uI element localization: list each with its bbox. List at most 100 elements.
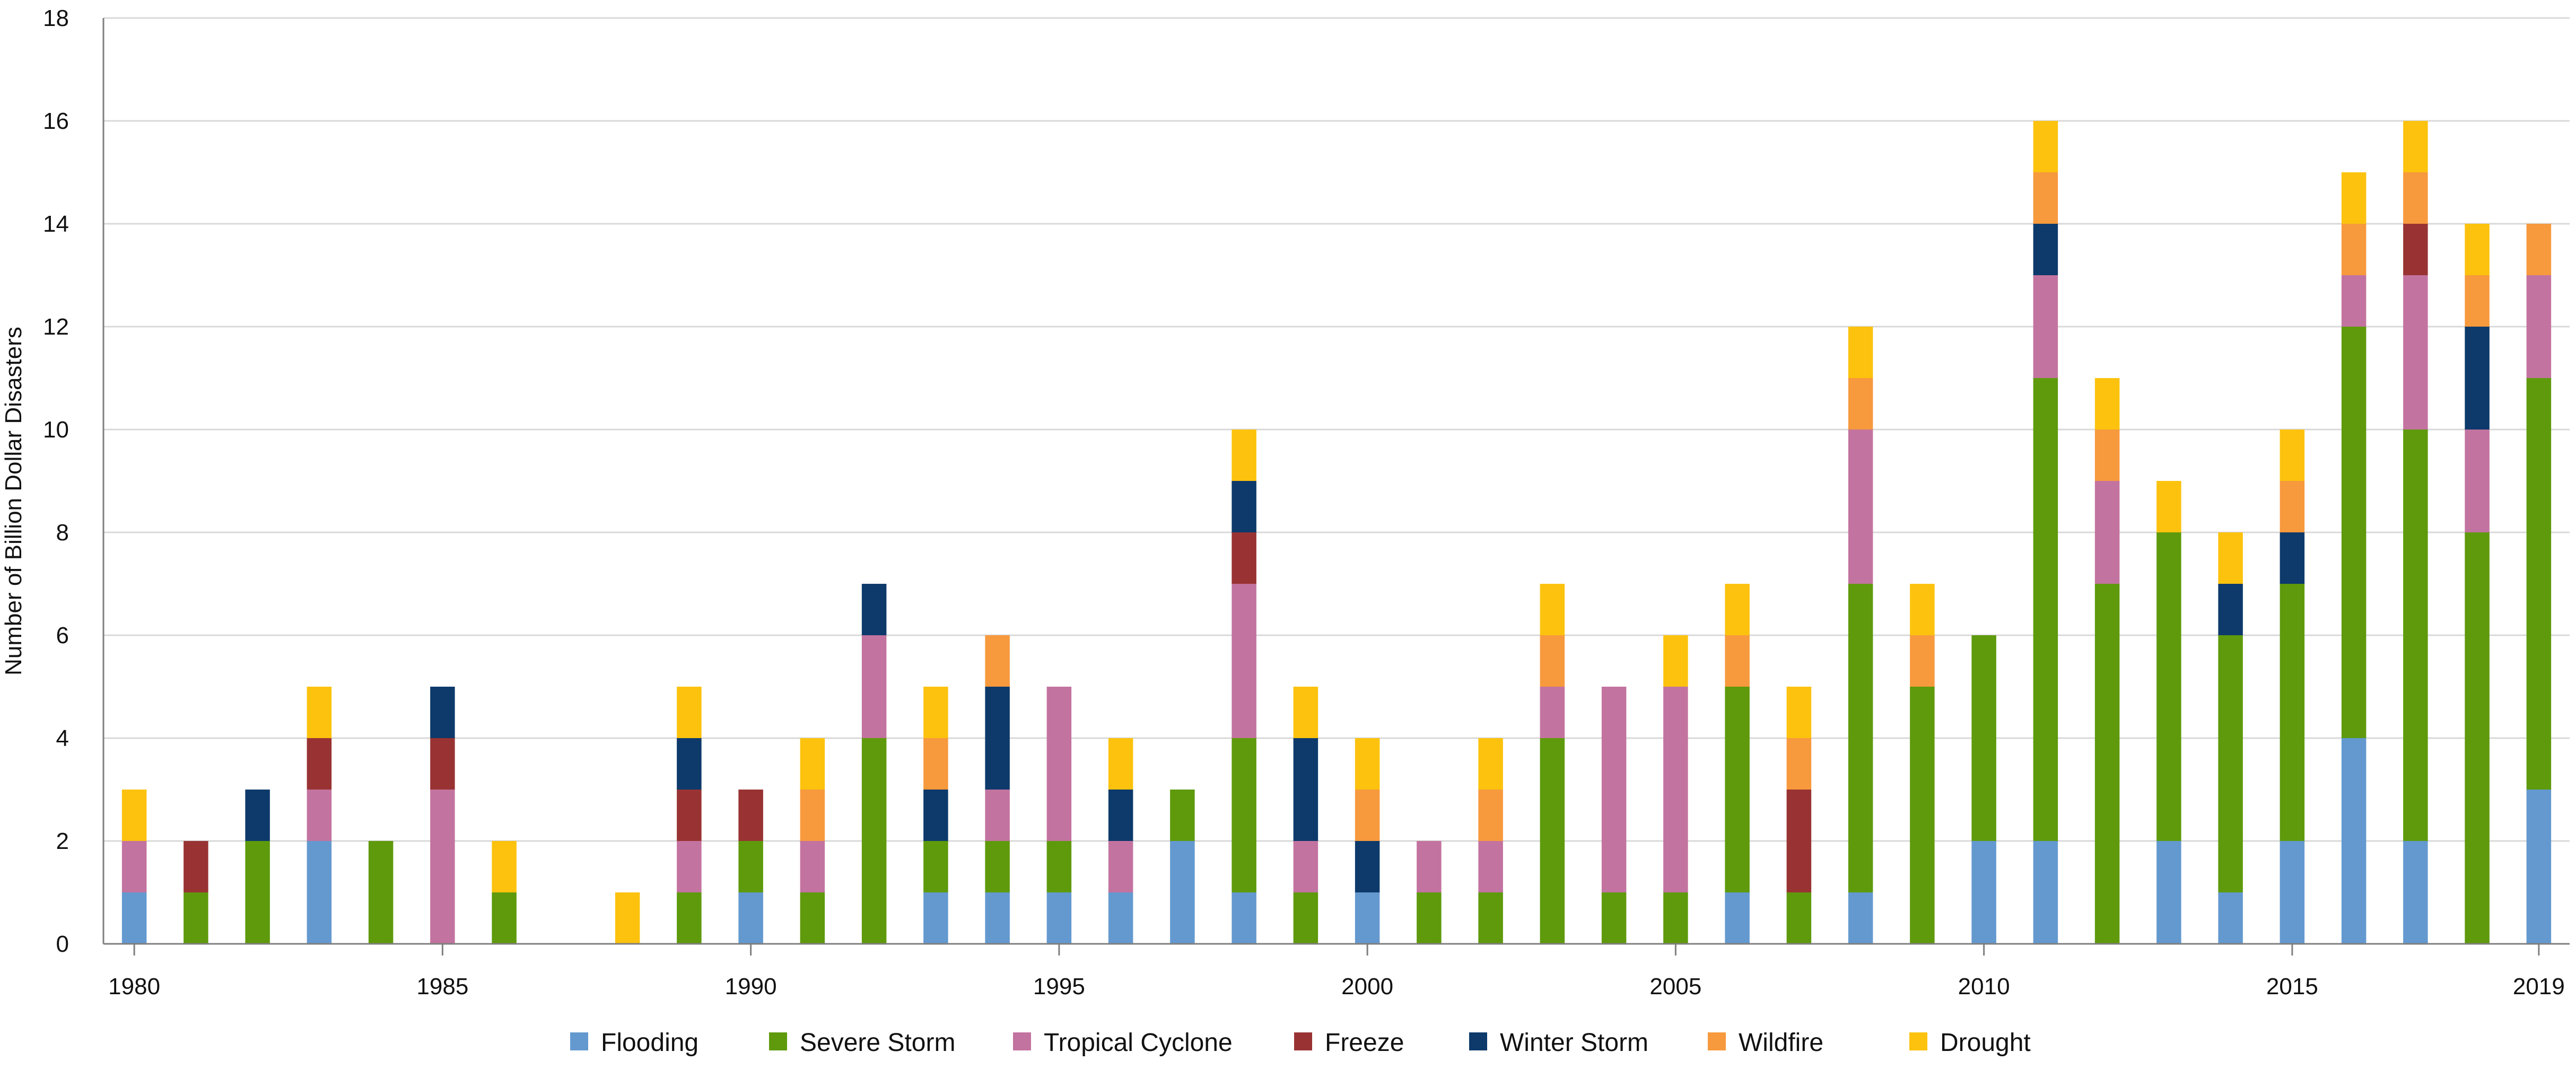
legend-swatch bbox=[1294, 1032, 1312, 1050]
legend-item-winter-storm: Winter Storm bbox=[1469, 1029, 1648, 1057]
bar-segment-drought bbox=[1663, 635, 1688, 687]
legend-item-tropical-cyclone: Tropical Cyclone bbox=[1013, 1029, 1233, 1057]
x-tick-label: 1985 bbox=[416, 974, 468, 1000]
bar-segment-severe-storm bbox=[245, 841, 270, 944]
bar-segment-drought bbox=[2094, 378, 2120, 430]
bar-segment-severe-storm bbox=[1232, 738, 1256, 892]
bar-segment-freeze bbox=[307, 738, 332, 790]
bar-segment-freeze bbox=[430, 738, 455, 790]
y-tick-label: 6 bbox=[56, 623, 69, 648]
bar-segment-wildfire bbox=[1355, 790, 1380, 841]
bar-segment-flooding bbox=[2218, 892, 2243, 944]
bar-segment-winter-storm bbox=[861, 584, 887, 635]
bar-segment-drought bbox=[1725, 584, 1750, 635]
bar-segment-winter-storm bbox=[2280, 532, 2305, 584]
bar-segment-wildfire bbox=[1540, 635, 1565, 687]
bar-segment-drought bbox=[2156, 481, 2181, 532]
bar-segment-severe-storm bbox=[985, 841, 1010, 892]
bar-segment-drought bbox=[2033, 121, 2058, 172]
bar-segment-severe-storm bbox=[1786, 892, 1812, 944]
legend: Flooding Severe Storm Tropical Cyclone Free… bbox=[570, 1029, 2031, 1057]
bar-segment-winter-storm bbox=[2218, 584, 2243, 635]
bars bbox=[121, 121, 2552, 944]
legend-swatch bbox=[1469, 1032, 1487, 1050]
bar-segment-flooding bbox=[121, 892, 147, 944]
bar-segment-tropical-cyclone bbox=[1540, 687, 1565, 738]
bar-segment-drought bbox=[2341, 172, 2367, 224]
bar-segment-tropical-cyclone bbox=[121, 841, 147, 892]
y-tick-label: 16 bbox=[43, 108, 69, 134]
bar-segment-wildfire bbox=[2526, 224, 2552, 275]
bar-segment-wildfire bbox=[2094, 430, 2120, 481]
bar-segment-freeze bbox=[677, 790, 702, 841]
legend-label: Severe Storm bbox=[800, 1029, 955, 1057]
bar-segment-severe-storm bbox=[2033, 378, 2058, 841]
y-tick-label: 8 bbox=[56, 520, 69, 546]
bar-segment-severe-storm bbox=[923, 841, 948, 892]
bar-segment-flooding bbox=[307, 841, 332, 944]
bar-segment-flooding bbox=[2033, 841, 2058, 944]
bar-segment-drought bbox=[2465, 224, 2490, 275]
bar-segment-severe-storm bbox=[368, 841, 394, 944]
bar-segment-flooding bbox=[1725, 892, 1750, 944]
bar-segment-severe-storm bbox=[2341, 327, 2367, 738]
x-tick-label: 2015 bbox=[2266, 974, 2318, 1000]
x-tick-label: 2019 bbox=[2513, 974, 2565, 1000]
bar-segment-freeze bbox=[738, 790, 763, 841]
bar-segment-wildfire bbox=[1786, 738, 1812, 790]
legend-item-wildfire: Wildfire bbox=[1708, 1029, 1823, 1057]
bar-segment-tropical-cyclone bbox=[1417, 841, 1442, 892]
bar-segment-severe-storm bbox=[800, 892, 825, 944]
x-tick-labels: 1980 1985 1990 1995 2000 2005 2010 2015 2019 bbox=[108, 974, 2565, 1000]
bar-segment-severe-storm bbox=[2465, 532, 2490, 944]
bar-segment-severe-storm bbox=[1601, 892, 1627, 944]
bar-segment-tropical-cyclone bbox=[677, 841, 702, 892]
bar-segment-severe-storm bbox=[1417, 892, 1442, 944]
bar-segment-drought bbox=[800, 738, 825, 790]
y-tick-label: 12 bbox=[43, 314, 69, 340]
bar-segment-drought bbox=[1478, 738, 1503, 790]
bar-segment-tropical-cyclone bbox=[430, 790, 455, 944]
bar-segment-winter-storm bbox=[1108, 790, 1133, 841]
legend-label: Wildfire bbox=[1739, 1029, 1823, 1057]
bar-segment-wildfire bbox=[2341, 224, 2367, 275]
bar-segment-drought bbox=[615, 892, 640, 944]
bar-segment-flooding bbox=[1170, 841, 1195, 944]
bar-segment-severe-storm bbox=[1971, 635, 1996, 841]
bar-segment-severe-storm bbox=[861, 738, 887, 944]
bar-segment-flooding bbox=[2341, 738, 2367, 944]
bar-segment-flooding bbox=[1046, 892, 1072, 944]
bar-segment-drought bbox=[1108, 738, 1133, 790]
bar-segment-severe-storm bbox=[2094, 584, 2120, 944]
bar-segment-severe-storm bbox=[1848, 584, 1873, 892]
legend-label: Freeze bbox=[1325, 1029, 1404, 1057]
x-tick-label: 2000 bbox=[1341, 974, 1393, 1000]
legend-swatch bbox=[1909, 1032, 1927, 1050]
gridlines bbox=[103, 17, 2570, 842]
bar-segment-wildfire bbox=[985, 635, 1010, 687]
bar-segment-wildfire bbox=[923, 738, 948, 790]
bar-segment-tropical-cyclone bbox=[2341, 275, 2367, 327]
bar-segment-tropical-cyclone bbox=[2465, 430, 2490, 532]
bar-segment-tropical-cyclone bbox=[985, 790, 1010, 841]
bar-segment-severe-storm bbox=[1293, 892, 1318, 944]
bar-segment-winter-storm bbox=[2465, 327, 2490, 430]
bar-segment-winter-storm bbox=[1293, 738, 1318, 841]
legend-swatch bbox=[769, 1032, 787, 1050]
bar-segment-tropical-cyclone bbox=[800, 841, 825, 892]
bar-segment-drought bbox=[492, 841, 517, 892]
y-tick-label: 0 bbox=[56, 931, 69, 957]
x-tick-label: 1980 bbox=[108, 974, 160, 1000]
bar-segment-tropical-cyclone bbox=[2526, 275, 2552, 378]
y-tick-label: 2 bbox=[56, 828, 69, 854]
bar-segment-winter-storm bbox=[2033, 224, 2058, 275]
legend-swatch bbox=[1708, 1032, 1726, 1050]
bar-segment-severe-storm bbox=[2218, 635, 2243, 892]
y-tick-label: 4 bbox=[56, 725, 69, 751]
bar-segment-wildfire bbox=[1848, 378, 1873, 430]
legend-label: Winter Storm bbox=[1500, 1029, 1648, 1057]
bar-segment-severe-storm bbox=[738, 841, 763, 892]
bar-segment-tropical-cyclone bbox=[2094, 481, 2120, 584]
bar-segment-drought bbox=[1355, 738, 1380, 790]
bar-segment-flooding bbox=[1232, 892, 1256, 944]
